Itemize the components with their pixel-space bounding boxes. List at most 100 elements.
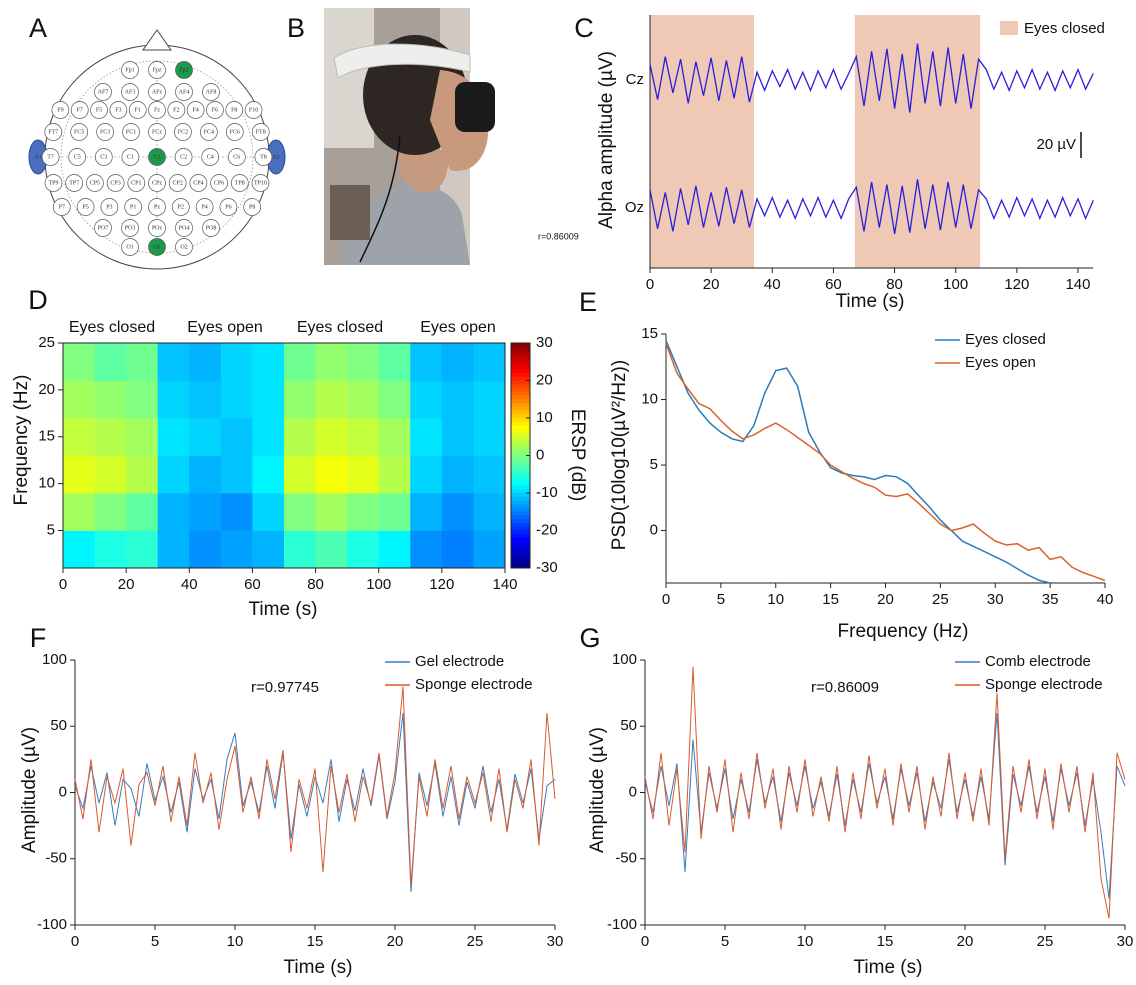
electrode-label: Oz: [154, 244, 161, 250]
y-tick-label: -50: [45, 850, 67, 867]
heatmap-cell: [157, 380, 190, 419]
colorbar-step: [511, 354, 530, 359]
x-tick-label: 25: [1037, 933, 1054, 950]
electrode: [225, 123, 244, 141]
electrode-label: C3: [100, 154, 107, 160]
heatmap-cell: [410, 530, 443, 569]
electrode-label: O2: [180, 244, 187, 250]
colorbar-step: [511, 376, 530, 381]
series-line: [74, 712, 556, 892]
heatmap-cell: [441, 493, 474, 531]
x-tick-label: 10: [767, 591, 784, 608]
heatmap-cell: [252, 418, 285, 456]
heatmap-cell: [441, 455, 474, 494]
heatmap-cell: [94, 343, 127, 381]
heatmap-cell: [347, 530, 380, 569]
electrode-label: FC2: [178, 129, 188, 135]
colorbar-step: [511, 406, 530, 411]
electrode: [148, 174, 166, 192]
x-tick-label: 15: [307, 933, 324, 950]
ear-label: A2: [272, 154, 279, 160]
heatmap-cell: [94, 418, 127, 456]
electrode: [202, 219, 220, 237]
y-tick-label: 0: [59, 783, 67, 800]
electrode: [175, 238, 193, 256]
heatmap-cell: [347, 493, 380, 531]
electrode-label: P6: [225, 204, 231, 210]
colorbar-step: [511, 418, 530, 423]
electrode-label: F8: [231, 107, 237, 113]
electrode-label: P7: [59, 204, 65, 210]
heatmap-cell: [157, 530, 190, 569]
heatmap-cell: [189, 455, 222, 494]
colorbar-step: [511, 504, 530, 509]
electrode: [68, 148, 87, 166]
colorbar-step: [511, 526, 530, 531]
electrode: [186, 101, 205, 119]
heatmap-cell: [157, 493, 190, 531]
x-tick-label: 100: [943, 276, 968, 293]
heatmap-cell: [189, 380, 222, 419]
x-tick-label: 40: [181, 576, 198, 593]
x-tick-label: 35: [1042, 591, 1059, 608]
electrode: [202, 83, 220, 101]
x-axis-label: Time (s): [836, 291, 905, 312]
electrode: [243, 198, 262, 216]
heatmap-cell: [220, 343, 253, 381]
electrode-label: Fp2: [179, 67, 188, 73]
heatmap-cell: [126, 455, 159, 494]
colorbar-step: [511, 365, 530, 370]
electrode-label: PO3: [125, 225, 136, 231]
shaded-region: [650, 15, 754, 268]
x-tick-label: 15: [877, 933, 894, 950]
heatmap-cell: [473, 343, 506, 381]
electrode-label: Pz: [154, 204, 160, 210]
heatmap-cell: [410, 343, 443, 381]
electrode-label: P1: [130, 204, 136, 210]
heatmap-cell: [189, 343, 222, 381]
electrode: [148, 238, 166, 256]
electrode-label: CP5: [90, 180, 100, 186]
heatmap-cell: [410, 418, 443, 456]
electrode: [175, 219, 193, 237]
colorbar-step: [511, 534, 530, 539]
colorbar-step: [511, 395, 530, 400]
colorbar-tick-label: -10: [536, 484, 558, 501]
heatmap-cell: [378, 380, 411, 419]
electrode: [201, 148, 220, 166]
electrode: [174, 123, 192, 141]
photo-sweater: [340, 184, 470, 265]
heatmap-cell: [410, 380, 443, 419]
electrode-label: POz: [152, 225, 163, 231]
heatmap-cell: [473, 418, 506, 456]
x-tick-label: 20: [703, 276, 720, 293]
heatmap-cell: [410, 455, 443, 494]
x-tick-label: 30: [1117, 933, 1134, 950]
photo-headset-visor: [455, 82, 495, 132]
x-axis-label: Time (s): [284, 957, 353, 978]
heatmap-cell: [252, 343, 285, 381]
colorbar-step: [511, 455, 530, 460]
x-tick-label: 80: [886, 276, 903, 293]
colorbar-step: [511, 485, 530, 490]
electrode: [106, 174, 125, 192]
x-tick-label: 0: [59, 576, 67, 593]
electrode-label: AFz: [152, 89, 163, 95]
x-tick-label: 10: [797, 933, 814, 950]
electrode-label: O1: [126, 244, 133, 250]
electrode: [230, 174, 249, 192]
electrode-label: AF3: [125, 89, 136, 95]
x-tick-label: 0: [71, 933, 79, 950]
electrode-label: P2: [178, 204, 184, 210]
colorbar-tick-label: 10: [536, 409, 553, 426]
x-tick-label: 0: [646, 276, 654, 293]
panel-label: A: [29, 13, 47, 43]
x-tick-label: 0: [641, 933, 649, 950]
electrode-label: CPz: [152, 180, 162, 186]
heatmap-cell: [284, 455, 316, 494]
y-tick-label: 15: [38, 428, 55, 445]
electrode-label: F2: [173, 107, 179, 113]
x-tick-label: 80: [307, 576, 324, 593]
electrode: [254, 148, 273, 166]
electrode-label: F10: [249, 107, 258, 113]
